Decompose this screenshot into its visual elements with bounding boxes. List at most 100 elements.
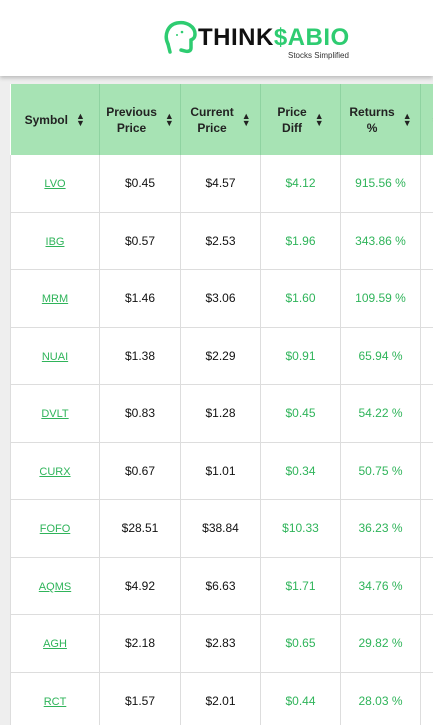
symbol-cell: DVLT [10, 384, 100, 443]
current-price-cell: $4.57 [180, 155, 261, 213]
column-header-current-price[interactable]: Current Price ▲ ▼ [180, 84, 261, 155]
symbol-link[interactable]: AGH [43, 638, 67, 651]
extra-cell [420, 614, 433, 673]
table-header-row: Symbol ▲ ▼ Previous Price ▲ ▼ Current Price ▲ ▼ … [10, 84, 433, 155]
previous-price-cell: $1.57 [99, 672, 181, 725]
symbol-link[interactable]: RCT [43, 695, 67, 708]
symbol-cell: FOFO [10, 499, 100, 558]
symbol-link[interactable]: LVO [44, 178, 66, 191]
returns-cell: 36.23 % [340, 499, 421, 558]
price-diff-cell: $0.65 [260, 614, 341, 673]
table-row: AQMS $4.92 $6.63 $1.71 34.76 % [10, 557, 433, 615]
current-price-cell: $1.01 [180, 442, 261, 500]
table-row: AGH $2.18 $2.83 $0.65 29.82 % [10, 614, 433, 673]
current-price-cell: $2.83 [180, 614, 261, 673]
column-header-label: Previous Price [106, 104, 157, 135]
brand-tagline: Stocks Simplified [288, 51, 349, 60]
previous-price-cell: $4.92 [99, 557, 181, 615]
returns-cell: 29.82 % [340, 614, 421, 673]
table-row: CURX $0.67 $1.01 $0.34 50.75 % [10, 442, 433, 500]
symbol-cell: LVO [10, 155, 100, 213]
price-diff-cell: $0.34 [260, 442, 341, 500]
extra-cell [420, 327, 433, 385]
price-diff-cell: $0.91 [260, 327, 341, 385]
previous-price-cell: $0.83 [99, 384, 181, 443]
symbol-link[interactable]: AQMS [38, 580, 72, 593]
returns-cell: 54.22 % [340, 384, 421, 443]
price-diff-cell: $0.45 [260, 384, 341, 443]
column-header-symbol[interactable]: Symbol ▲ ▼ [10, 84, 100, 155]
extra-cell [420, 212, 433, 270]
column-header-label: Current Price [190, 104, 234, 135]
returns-cell: 28.03 % [340, 672, 421, 725]
symbol-cell: AQMS [10, 557, 100, 615]
brand-name: THINK$ABIO [198, 24, 350, 51]
extra-cell [420, 155, 433, 213]
returns-cell: 50.75 % [340, 442, 421, 500]
column-header-returns[interactable]: Returns% ▲ ▼ [340, 84, 421, 155]
returns-cell: 109.59 % [340, 269, 421, 328]
table-row: IBG $0.57 $2.53 $1.96 343.86 % [10, 212, 433, 270]
symbol-link[interactable]: MRM [41, 293, 69, 306]
column-header-label: Price Diff [277, 104, 307, 135]
symbol-link[interactable]: IBG [45, 235, 65, 248]
column-header-label: Returns% [349, 104, 395, 135]
table-row: LVO $0.45 $4.57 $4.12 915.56 % [10, 155, 433, 213]
sort-icon: ▲▼ [431, 111, 433, 127]
previous-price-cell: $1.46 [99, 269, 181, 328]
symbol-link[interactable]: DVLT [41, 408, 69, 421]
table-row: MRM $1.46 $3.06 $1.60 109.59 % [10, 269, 433, 328]
symbol-link[interactable]: FOFO [39, 523, 71, 536]
previous-price-cell: $28.51 [99, 499, 181, 558]
stocks-table-container[interactable]: Symbol ▲ ▼ Previous Price ▲ ▼ Current Price ▲ ▼ … [0, 76, 433, 725]
symbol-cell: RCT [10, 672, 100, 725]
current-price-cell: $38.84 [180, 499, 261, 558]
price-diff-cell: $0.44 [260, 672, 341, 725]
extra-cell [420, 557, 433, 615]
symbol-cell: MRM [10, 269, 100, 328]
symbol-cell: CURX [10, 442, 100, 500]
price-diff-cell: $1.71 [260, 557, 341, 615]
symbol-link[interactable]: NUAI [41, 350, 69, 363]
current-price-cell: $2.01 [180, 672, 261, 725]
sort-icon: ▲▼ [241, 110, 251, 128]
current-price-cell: $2.53 [180, 212, 261, 270]
head-logo-icon [164, 20, 197, 54]
extra-cell [420, 269, 433, 328]
brand-logo[interactable]: THINK$ABIO Stocks Simplified [162, 20, 367, 64]
column-header-previous-price[interactable]: Previous Price ▲ ▼ [99, 84, 181, 155]
table-row: RCT $1.57 $2.01 $0.44 28.03 % [10, 672, 433, 725]
table-row: NUAI $1.38 $2.29 $0.91 65.94 % [10, 327, 433, 385]
price-diff-cell: $10.33 [260, 499, 341, 558]
table-row: FOFO $28.51 $38.84 $10.33 36.23 % [10, 499, 433, 558]
returns-cell: 65.94 % [340, 327, 421, 385]
sort-icon: ▲▼ [314, 110, 324, 128]
extra-cell [420, 384, 433, 443]
extra-cell [420, 672, 433, 725]
sort-icon: ▲▼ [75, 110, 85, 128]
stocks-table: Symbol ▲ ▼ Previous Price ▲ ▼ Current Price ▲ ▼ … [10, 84, 433, 725]
previous-price-cell: $0.45 [99, 155, 181, 213]
previous-price-cell: $0.67 [99, 442, 181, 500]
column-header-price-diff[interactable]: Price Diff ▲ ▼ [260, 84, 341, 155]
current-price-cell: $2.29 [180, 327, 261, 385]
site-header: THINK$ABIO Stocks Simplified [0, 0, 433, 76]
previous-price-cell: $2.18 [99, 614, 181, 673]
price-diff-cell: $1.60 [260, 269, 341, 328]
symbol-cell: IBG [10, 212, 100, 270]
column-header-more[interactable]: ▲▼ [420, 84, 433, 155]
previous-price-cell: $1.38 [99, 327, 181, 385]
current-price-cell: $6.63 [180, 557, 261, 615]
table-row: DVLT $0.83 $1.28 $0.45 54.22 % [10, 384, 433, 443]
current-price-cell: $3.06 [180, 269, 261, 328]
returns-cell: 915.56 % [340, 155, 421, 213]
returns-cell: 34.76 % [340, 557, 421, 615]
column-header-label: Symbol [24, 112, 68, 127]
symbol-cell: AGH [10, 614, 100, 673]
symbol-link[interactable]: CURX [39, 465, 71, 478]
extra-cell [420, 499, 433, 558]
previous-price-cell: $0.57 [99, 212, 181, 270]
price-diff-cell: $1.96 [260, 212, 341, 270]
price-diff-cell: $4.12 [260, 155, 341, 213]
extra-cell [420, 442, 433, 500]
